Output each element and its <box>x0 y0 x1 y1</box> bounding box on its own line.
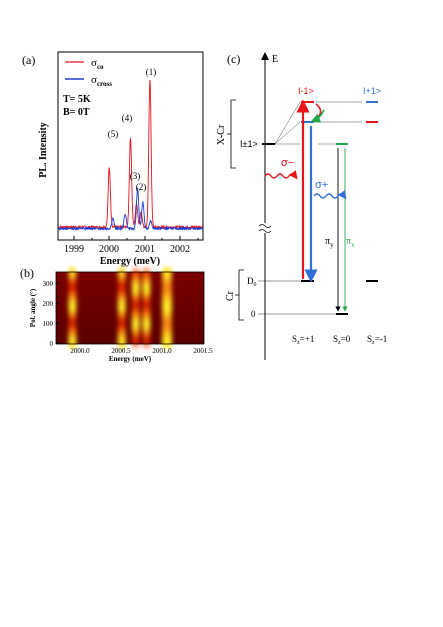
sigma-minus-photon <box>264 170 298 180</box>
peak-label-3: (3) <box>130 171 141 181</box>
panel-a-xlabel: Energy (meV) <box>100 256 160 267</box>
d0-label: D0 <box>247 276 257 288</box>
panel-a-xtick-2002: 2002 <box>170 244 190 255</box>
panel-a-plot-frame <box>57 51 204 241</box>
peak-label-1: (1) <box>146 67 157 77</box>
panel-b-ytick-0: 0 <box>50 340 54 348</box>
heatmap-background <box>56 272 204 344</box>
energy-axis-label: E <box>272 54 278 65</box>
peak-label-2: (2) <box>136 182 147 192</box>
xcr-label: X-Cr <box>216 124 227 145</box>
peak-label-5: (5) <box>108 129 119 139</box>
cr-label: Cr <box>225 290 236 301</box>
sigma-plus-photon <box>313 190 347 200</box>
panel-a-legend: σco σcross <box>65 57 112 88</box>
panel-c: (c) E X-Cr Cr I±1> I-1> <box>216 52 387 360</box>
panel-b-ytick-300: 300 <box>43 280 54 288</box>
zero-label: 0 <box>251 309 256 319</box>
panel-a-xticks <box>73 236 199 240</box>
panel-b-xlabel: Energy (meV) <box>109 355 152 363</box>
panel-b-ytick-200: 200 <box>43 300 54 308</box>
panel-b: (b) 0 100 200 300 2000.0 2000.5 2001.0 2… <box>20 266 213 363</box>
state-m1-label: I-1> <box>298 86 314 96</box>
pi-y-label: πy <box>325 236 334 249</box>
sigma-minus-label: σ− <box>281 157 294 169</box>
panel-b-ylabel: Pol. angle (°) <box>29 288 37 327</box>
panel-c-label: (c) <box>227 52 240 66</box>
condition-field: B= 0T <box>63 107 90 118</box>
panel-b-yticks <box>56 282 59 344</box>
panel-a: (a) 1999 2000 2001 2002 Energy (meV) PL.… <box>22 51 204 267</box>
panel-b-xtick-2000-5: 2000.5 <box>111 347 131 355</box>
panel-a-xtick-2000: 2000 <box>99 244 119 255</box>
fan-lines <box>274 101 362 145</box>
peak-label-4: (4) <box>122 113 133 123</box>
relaxation-arrow-green <box>310 109 325 123</box>
panel-a-xtick-1999: 1999 <box>64 244 84 255</box>
panel-b-ytick-100: 100 <box>43 320 54 328</box>
xcr-bracket <box>230 99 236 169</box>
legend-cross-label: σcross <box>91 74 112 88</box>
sz-label-zero: Sz=0 <box>333 334 351 346</box>
state-p1-label: I+1> <box>363 86 381 96</box>
condition-temperature: T= 5K <box>63 94 91 105</box>
pi-x-label: πx <box>346 236 355 249</box>
axis-break <box>258 223 272 233</box>
state-pm1-label: I±1> <box>240 139 258 149</box>
legend-co-label: σco <box>91 57 104 71</box>
sz-label-plus1: Sz=+1 <box>292 334 314 346</box>
panel-b-xtick-2000-0: 2000.0 <box>70 347 90 355</box>
heatmap <box>55 267 205 349</box>
panel-a-label: (a) <box>22 53 35 67</box>
cross-spectrum-line <box>57 187 204 232</box>
cr-bracket <box>238 269 244 321</box>
panel-b-xtick-2001-5: 2001.5 <box>193 347 213 355</box>
panel-a-ylabel: PL. Intensity <box>38 122 49 178</box>
sz-label-minus1: Sz=-1 <box>367 334 387 346</box>
heatmap-frame <box>55 271 205 345</box>
panel-a-xtick-2001: 2001 <box>135 244 155 255</box>
panel-b-label: (b) <box>20 266 34 280</box>
sigma-plus-label: σ+ <box>315 179 328 191</box>
panel-b-xtick-2001-0: 2001.0 <box>152 347 172 355</box>
